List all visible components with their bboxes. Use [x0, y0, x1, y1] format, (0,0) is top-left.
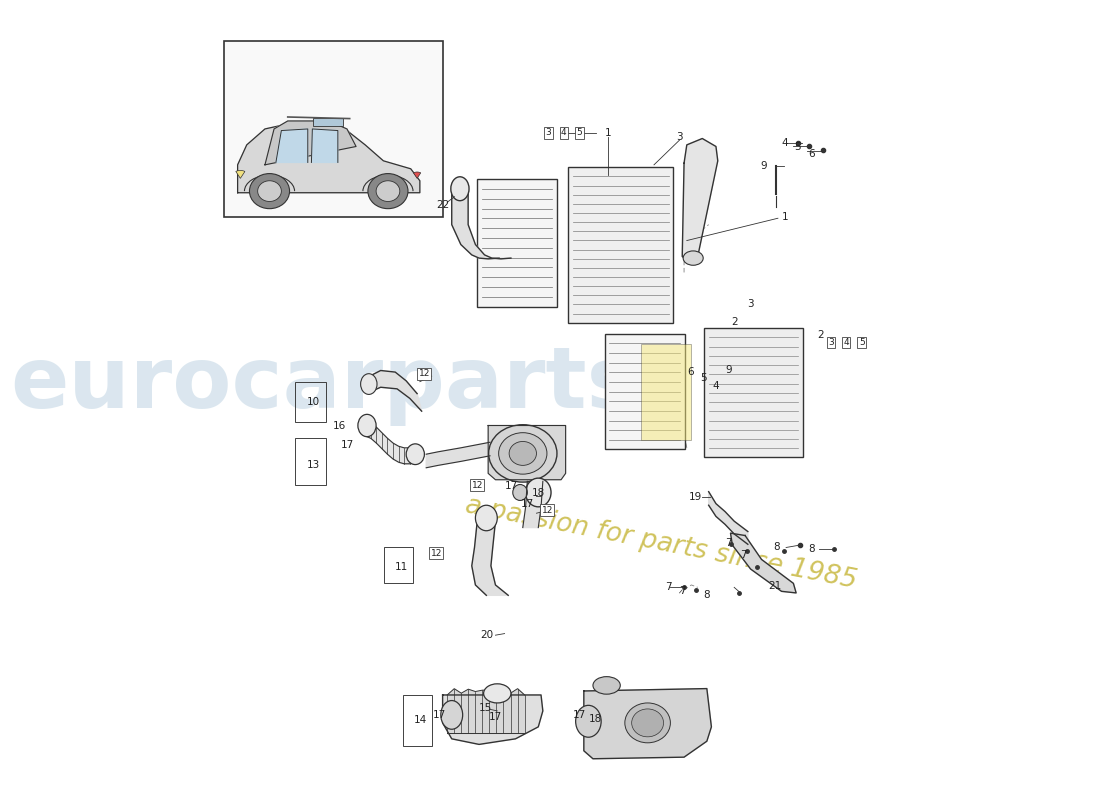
- Text: 2: 2: [817, 330, 824, 340]
- Ellipse shape: [488, 425, 557, 482]
- Text: 14: 14: [414, 715, 428, 726]
- Ellipse shape: [406, 444, 425, 465]
- Text: 8: 8: [773, 542, 780, 553]
- Text: 8: 8: [808, 544, 815, 554]
- Polygon shape: [311, 129, 338, 162]
- Text: 19: 19: [689, 492, 702, 502]
- Ellipse shape: [509, 442, 537, 466]
- FancyBboxPatch shape: [224, 42, 442, 217]
- Text: 3: 3: [676, 132, 683, 142]
- Text: 11: 11: [395, 562, 408, 573]
- Text: 5: 5: [700, 374, 706, 383]
- Text: 12: 12: [472, 481, 483, 490]
- Text: 17: 17: [488, 712, 502, 722]
- Circle shape: [367, 174, 408, 209]
- Text: 22: 22: [436, 200, 449, 210]
- Ellipse shape: [451, 177, 469, 201]
- Wedge shape: [414, 172, 421, 178]
- Text: 21: 21: [769, 581, 782, 590]
- Polygon shape: [522, 482, 542, 527]
- FancyBboxPatch shape: [569, 167, 673, 322]
- Text: 17: 17: [341, 441, 354, 450]
- Text: 16: 16: [333, 421, 346, 430]
- Text: 5: 5: [576, 129, 582, 138]
- Text: 12: 12: [419, 369, 430, 378]
- Polygon shape: [370, 370, 421, 411]
- Polygon shape: [442, 695, 542, 744]
- Text: 1: 1: [605, 128, 612, 138]
- Ellipse shape: [631, 709, 663, 737]
- Ellipse shape: [358, 414, 376, 437]
- Ellipse shape: [526, 478, 551, 507]
- Wedge shape: [235, 170, 245, 178]
- Polygon shape: [276, 129, 308, 162]
- Text: 6: 6: [688, 367, 694, 377]
- Polygon shape: [682, 138, 718, 263]
- Text: 17: 17: [432, 710, 446, 720]
- Ellipse shape: [513, 485, 527, 501]
- Polygon shape: [488, 426, 565, 480]
- Text: 1: 1: [782, 212, 789, 222]
- FancyBboxPatch shape: [641, 344, 692, 440]
- Text: 17: 17: [573, 710, 586, 720]
- Polygon shape: [584, 689, 712, 758]
- Text: 7: 7: [725, 538, 732, 549]
- Polygon shape: [426, 442, 490, 468]
- Text: eurocarparts: eurocarparts: [10, 342, 638, 426]
- Text: 3: 3: [747, 299, 754, 310]
- Polygon shape: [238, 125, 420, 193]
- Circle shape: [376, 181, 399, 202]
- Ellipse shape: [593, 677, 620, 694]
- Ellipse shape: [498, 433, 547, 474]
- Ellipse shape: [484, 684, 512, 703]
- Text: 4: 4: [781, 138, 788, 148]
- Ellipse shape: [683, 251, 703, 266]
- Circle shape: [250, 174, 289, 209]
- Text: 9: 9: [725, 365, 732, 374]
- Text: 6: 6: [808, 149, 815, 158]
- Ellipse shape: [361, 374, 377, 394]
- Text: 7: 7: [666, 582, 672, 592]
- Text: 17: 17: [520, 498, 534, 509]
- FancyBboxPatch shape: [477, 179, 557, 306]
- FancyBboxPatch shape: [605, 334, 685, 450]
- FancyBboxPatch shape: [704, 328, 803, 458]
- Text: 12: 12: [430, 549, 442, 558]
- Text: 4: 4: [561, 129, 566, 138]
- FancyBboxPatch shape: [314, 118, 343, 126]
- Ellipse shape: [441, 701, 463, 730]
- Text: 15: 15: [478, 702, 492, 713]
- Text: 12: 12: [541, 506, 553, 514]
- Polygon shape: [452, 189, 512, 259]
- Text: 3: 3: [828, 338, 834, 347]
- Text: 5: 5: [794, 142, 801, 152]
- Text: 7: 7: [740, 550, 747, 561]
- Text: 18: 18: [531, 488, 544, 498]
- Text: 8: 8: [704, 590, 711, 600]
- Ellipse shape: [575, 706, 602, 738]
- Text: 9: 9: [760, 162, 767, 171]
- Text: 17: 17: [504, 481, 518, 491]
- Text: 3: 3: [546, 129, 551, 138]
- Text: 13: 13: [307, 460, 320, 470]
- Ellipse shape: [625, 703, 670, 743]
- Text: 7: 7: [679, 586, 685, 596]
- Polygon shape: [265, 121, 356, 165]
- Text: 4: 4: [713, 381, 719, 390]
- Polygon shape: [730, 533, 796, 593]
- Text: 4: 4: [844, 338, 849, 347]
- Polygon shape: [708, 492, 748, 544]
- Text: 10: 10: [307, 398, 320, 407]
- Text: 18: 18: [590, 714, 603, 724]
- Text: 2: 2: [730, 317, 737, 327]
- Polygon shape: [472, 521, 508, 595]
- Text: 5: 5: [859, 338, 865, 347]
- Circle shape: [257, 181, 282, 202]
- Ellipse shape: [475, 506, 497, 530]
- Text: a passion for parts since 1985: a passion for parts since 1985: [463, 493, 859, 594]
- Text: 20: 20: [480, 630, 493, 640]
